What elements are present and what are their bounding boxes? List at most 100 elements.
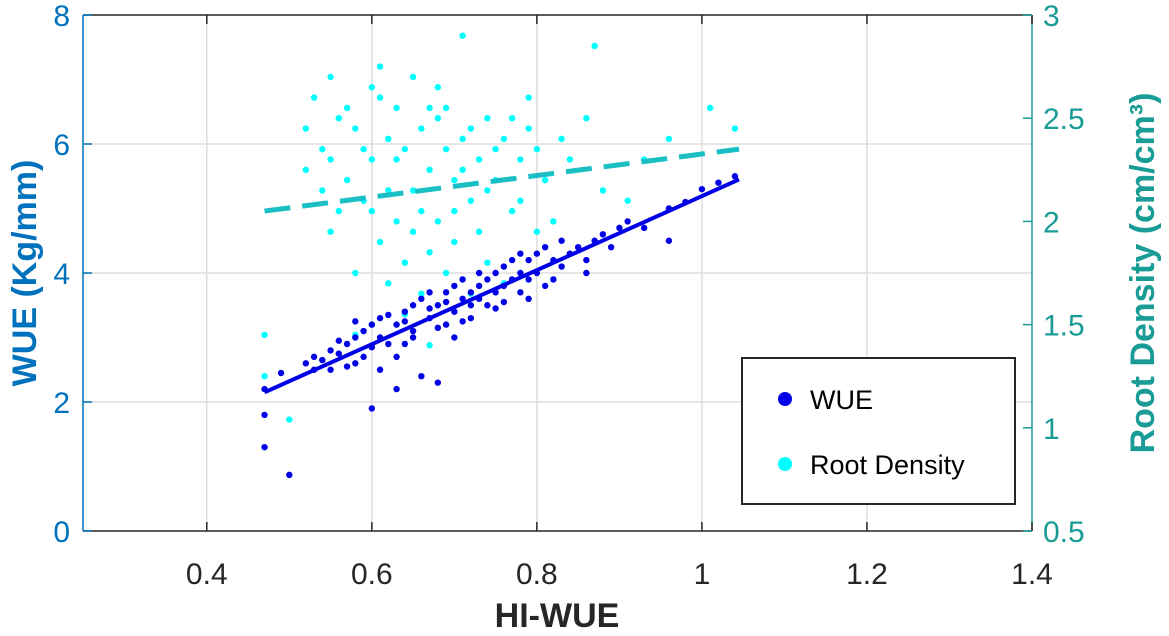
data-point	[418, 125, 425, 132]
data-point	[352, 318, 359, 325]
data-point	[261, 411, 268, 419]
data-point	[558, 237, 565, 244]
wue-points	[261, 173, 739, 479]
data-point	[327, 73, 334, 81]
data-point	[451, 238, 458, 246]
data-point	[385, 340, 392, 348]
data-point	[401, 308, 409, 315]
data-point	[343, 104, 351, 112]
wue-fit-line	[263, 177, 740, 395]
data-point	[434, 115, 442, 122]
data-point	[492, 269, 499, 277]
data-point	[624, 197, 631, 204]
data-point	[376, 366, 384, 373]
data-point	[508, 256, 516, 264]
tick-labels: 0.4 0.6 0.8 1 1.2 1.4 0 2 4 6 8 0.5 1 1.5 2 2.5 3	[53, 0, 1084, 591]
data-point	[426, 104, 433, 112]
data-point	[393, 156, 400, 163]
data-point	[343, 363, 351, 370]
data-point	[583, 269, 590, 277]
legend: WUE Root Density	[741, 357, 1016, 505]
data-point	[286, 416, 293, 423]
data-point	[434, 302, 442, 309]
data-point	[591, 42, 598, 50]
data-point	[451, 207, 458, 215]
data-point	[302, 166, 310, 173]
data-point	[467, 302, 475, 309]
data-point	[434, 218, 442, 225]
data-point	[434, 84, 442, 91]
data-point	[459, 135, 466, 143]
data-point	[368, 207, 376, 215]
data-point	[418, 207, 425, 215]
data-point	[467, 314, 475, 322]
data-point	[335, 115, 343, 122]
data-point	[467, 197, 475, 204]
data-point	[517, 156, 524, 163]
data-point	[442, 104, 450, 112]
data-point	[426, 305, 433, 312]
data-point	[698, 185, 706, 193]
data-point	[327, 366, 334, 373]
data-point	[360, 353, 367, 361]
data-point	[319, 356, 326, 364]
left-tick-label: 6	[53, 129, 70, 162]
x-tick-label: 1.2	[846, 558, 888, 591]
data-point	[492, 305, 499, 312]
x-tick-label: 0.4	[186, 558, 228, 591]
right-tick-label: 2.5	[1043, 103, 1085, 136]
data-point	[508, 207, 516, 215]
data-point	[327, 347, 334, 354]
data-point	[426, 342, 433, 349]
data-point	[451, 176, 458, 184]
right-tick-label: 1.5	[1043, 310, 1085, 343]
data-point	[525, 94, 532, 101]
data-point	[418, 373, 425, 380]
data-point	[393, 353, 400, 361]
data-point	[566, 156, 574, 163]
legend-label-wue: WUE	[810, 385, 873, 415]
data-point	[368, 321, 376, 328]
data-point	[607, 244, 615, 251]
data-point	[385, 187, 392, 194]
data-point	[484, 115, 491, 122]
data-point	[319, 145, 326, 153]
data-point	[475, 156, 483, 163]
data-point	[261, 331, 268, 339]
data-point	[409, 302, 417, 309]
data-point	[393, 321, 400, 328]
x-tick-label: 1.4	[1011, 558, 1053, 591]
data-point	[327, 156, 334, 163]
data-point	[550, 218, 557, 225]
data-point	[665, 237, 673, 244]
data-point	[451, 308, 458, 315]
data-point	[393, 385, 400, 393]
data-point	[376, 94, 384, 101]
data-point	[467, 125, 475, 132]
data-point	[459, 276, 466, 283]
data-point	[541, 282, 549, 290]
root-density-fit-line	[264, 146, 740, 214]
legend-marker-root-density	[778, 457, 792, 471]
data-point	[442, 321, 450, 328]
data-point	[484, 302, 491, 309]
data-point	[517, 289, 524, 296]
data-point	[715, 179, 722, 186]
legend-label-root-density: Root Density	[810, 450, 965, 480]
data-point	[302, 360, 310, 367]
data-point	[368, 84, 376, 91]
data-point	[459, 32, 466, 39]
data-point	[550, 276, 557, 283]
data-point	[558, 135, 565, 143]
data-point	[583, 115, 590, 122]
data-point	[500, 298, 508, 306]
data-point	[525, 256, 532, 264]
data-point	[517, 197, 524, 204]
data-point	[500, 263, 508, 270]
data-point	[731, 173, 739, 180]
data-point	[343, 176, 351, 184]
data-point	[599, 187, 607, 194]
data-point	[409, 334, 417, 341]
data-point	[385, 135, 392, 143]
data-point	[475, 269, 483, 277]
